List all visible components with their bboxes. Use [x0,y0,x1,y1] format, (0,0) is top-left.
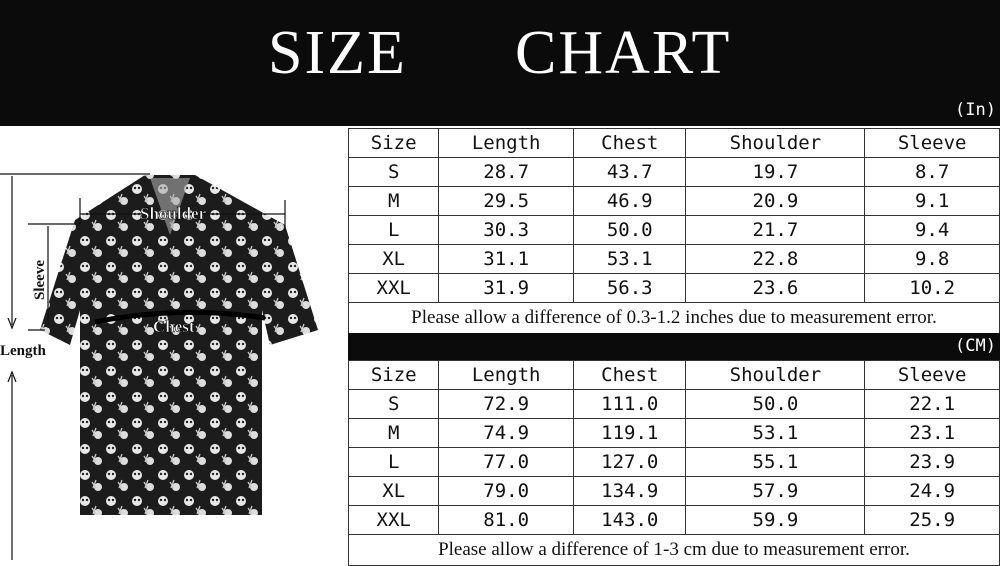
label-shoulder: Shoulder [140,204,207,223]
table-cell: Chest [572,128,687,158]
table-cell: XL [347,476,440,506]
table-cell: 22.8 [685,244,866,274]
table-cell: 29.5 [438,186,574,216]
table-row: L 30.3 50.0 21.7 9.4 [347,215,1000,245]
table-cell: 111.0 [572,389,687,419]
table-cell: 72.9 [438,389,574,419]
header-band: SIZE CHART (In) [0,0,1000,126]
table-cell: 9.8 [864,244,1000,274]
table-cell: 31.9 [438,273,574,303]
table-header-row: Size Length Chest Shoulder Sleeve [347,128,1000,158]
table-cell: 9.4 [864,215,1000,245]
measurement-note: Please allow a difference of 1-3 cm due … [348,534,1000,566]
label-sleeve: Sleeve [32,260,48,300]
unit-cm: (CM) [955,336,996,356]
table-cell: 19.7 [685,157,866,187]
table-cell: 20.9 [685,186,866,216]
table-cell: 46.9 [572,186,687,216]
table-row: M 29.5 46.9 20.9 9.1 [347,186,1000,216]
table-cell: Size [347,360,440,390]
table-cell: 9.1 [864,186,1000,216]
table-cell: 56.3 [572,273,687,303]
table-cell: 143.0 [572,505,687,535]
size-table-cm: Size Length Chest Shoulder Sleeve S 72.9 111.0 5… [347,360,1000,566]
table-cell: 53.1 [685,418,866,448]
table-cell: 74.9 [438,418,574,448]
table-cell: Chest [572,360,687,390]
table-cell: M [347,418,440,448]
table-cell: 57.9 [685,476,866,506]
table-cell: 8.7 [864,157,1000,187]
table-cell: 53.1 [572,244,687,274]
table-cell: 55.1 [685,447,866,477]
table-cell: 28.7 [438,157,574,187]
table-cell: 79.0 [438,476,574,506]
table-cell: Shoulder [685,360,866,390]
table-cell: 50.0 [685,389,866,419]
table-cell: 30.3 [438,215,574,245]
note-row: Please allow a difference of 1-3 cm due … [348,534,1000,566]
table-cell: 25.9 [864,505,1000,535]
table-cell: 50.0 [572,215,687,245]
table-cell: S [347,389,440,419]
table-cell: 119.1 [572,418,687,448]
table-cell: Size [347,128,440,158]
table-cell: L [347,215,440,245]
table-row: XL 31.1 53.1 22.8 9.8 [347,244,1000,274]
table-cell: Length [438,128,574,158]
label-length: Length [0,343,47,359]
measurement-note: Please allow a difference of 0.3-1.2 inc… [348,302,1000,334]
table-cell: S [347,157,440,187]
table-cell: 21.7 [685,215,866,245]
table-row: XL 79.0 134.9 57.9 24.9 [347,476,1000,506]
table-header-row: Size Length Chest Shoulder Sleeve [347,360,1000,390]
unit-inches: (In) [955,100,996,120]
table-row: S 28.7 43.7 19.7 8.7 [347,157,1000,187]
table-cell: Shoulder [685,128,866,158]
table-cell: 10.2 [864,273,1000,303]
table-row: L 77.0 127.0 55.1 23.9 [347,447,1000,477]
title-chart: CHART [515,19,732,87]
label-chest: Chest [153,317,195,336]
table-row: XXL 31.9 56.3 23.6 10.2 [347,273,1000,303]
table-row: M 74.9 119.1 53.1 23.1 [347,418,1000,448]
table-cell: 24.9 [864,476,1000,506]
table-cell: 22.1 [864,389,1000,419]
table-cell: Sleeve [864,360,1000,390]
shirt-diagram: Shoulder Chest Length Sleeve [0,173,318,560]
title-size: SIZE [268,19,407,87]
table-cell: 77.0 [438,447,574,477]
table-cell: XXL [347,505,440,535]
table-cell: 134.9 [572,476,687,506]
table-cell: XL [347,244,440,274]
cm-band: (CM) [348,333,1000,360]
table-row: XXL 81.0 143.0 59.9 25.9 [347,505,1000,535]
shirt-shape [40,175,318,515]
table-cell: 43.7 [572,157,687,187]
size-table-inches: Size Length Chest Shoulder Sleeve S 28.7 43.7 19… [347,128,1000,334]
table-cell: 23.1 [864,418,1000,448]
table-cell: 59.9 [685,505,866,535]
note-row: Please allow a difference of 0.3-1.2 inc… [348,302,1000,334]
table-row: S 72.9 111.0 50.0 22.1 [347,389,1000,419]
table-cell: L [347,447,440,477]
table-cell: M [347,186,440,216]
table-cell: Length [438,360,574,390]
table-cell: 127.0 [572,447,687,477]
table-cell: 81.0 [438,505,574,535]
table-cell: 23.6 [685,273,866,303]
table-cell: 31.1 [438,244,574,274]
table-cell: XXL [347,273,440,303]
table-cell: 23.9 [864,447,1000,477]
table-cell: Sleeve [864,128,1000,158]
